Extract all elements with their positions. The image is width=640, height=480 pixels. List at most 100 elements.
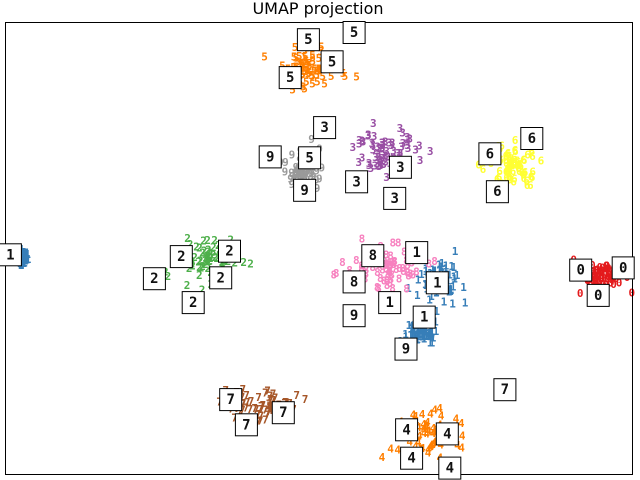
scatter-point: 1	[460, 281, 467, 294]
scatter-point: 6	[511, 155, 518, 168]
scatter-point: 1	[433, 305, 440, 318]
scatter-point: 3	[412, 144, 419, 157]
scatter-point: 8	[393, 263, 400, 276]
scatter-point: 4	[458, 442, 465, 455]
scatter-point: 1	[439, 257, 446, 270]
scatter-point: 0	[599, 262, 606, 275]
scatter-point: 8	[387, 273, 394, 286]
scatter-point: 6	[529, 171, 536, 184]
scatter-point: 1	[23, 249, 30, 262]
scatter-point: 8	[404, 259, 411, 272]
scatter-point: 1	[436, 259, 443, 272]
scatter-point: 8	[386, 259, 393, 272]
scatter-point: 7	[244, 396, 251, 409]
scatter-point: 6	[503, 172, 510, 185]
scatter-point: 1	[438, 261, 445, 274]
scatter-point: 1	[402, 330, 409, 343]
scatter-point: 1	[25, 253, 32, 266]
scatter-point: 2	[196, 242, 203, 255]
scatter-point: 4	[430, 427, 437, 440]
scatter-point: 4	[428, 440, 435, 453]
scatter-point: 1	[23, 250, 30, 263]
scatter-point: 6	[507, 157, 514, 170]
thumbnail-digit: 7	[226, 392, 234, 408]
scatter-point: 7	[253, 403, 260, 416]
scatter-point: 8	[389, 282, 396, 295]
scatter-point: 4	[425, 443, 432, 456]
scatter-point: 9	[313, 174, 320, 187]
scatter-point: 1	[405, 282, 412, 295]
thumbnail-digit: 6	[528, 131, 536, 147]
scatter-point: 3	[366, 159, 373, 172]
digit-thumbnail: 0	[569, 258, 593, 282]
scatter-point: 2	[213, 252, 220, 265]
scatter-point: 8	[383, 259, 390, 272]
scatter-point: 8	[385, 268, 392, 281]
scatter-point: 1	[448, 284, 455, 297]
scatter-point: 4	[431, 404, 438, 417]
scatter-point: 8	[383, 249, 390, 262]
digit-thumbnail: 8	[342, 270, 366, 294]
thumbnail-digit: 3	[320, 120, 328, 136]
thumbnail-digit: 0	[594, 288, 602, 304]
scatter-point: 6	[520, 169, 527, 182]
scatter-point: 2	[207, 252, 214, 265]
scatter-point: 9	[296, 164, 303, 177]
scatter-point: 6	[509, 159, 516, 172]
scatter-point: 9	[299, 169, 306, 182]
digit-thumbnail: 6	[485, 180, 509, 204]
scatter-point: 1	[19, 250, 26, 263]
scatter-point: 1	[420, 323, 427, 336]
scatter-point: 1	[20, 248, 27, 261]
scatter-point: 2	[196, 261, 203, 274]
thumbnail-digit: 5	[286, 70, 294, 86]
scatter-point: 6	[521, 154, 528, 167]
scatter-point: 3	[375, 148, 382, 161]
scatter-point: 6	[504, 162, 511, 175]
scatter-point: 3	[377, 154, 384, 167]
scatter-point: 1	[21, 256, 28, 269]
scatter-point: 4	[379, 451, 386, 464]
scatter-point: 1	[462, 297, 469, 310]
thumbnail-digit: 2	[177, 249, 185, 265]
scatter-point: 1	[422, 324, 429, 337]
scatter-point: 8	[384, 254, 391, 267]
thumbnail-digit: 8	[369, 248, 377, 264]
scatter-point: 5	[279, 59, 286, 72]
scatter-point: 9	[296, 167, 303, 180]
scatter-point: 2	[199, 284, 206, 297]
scatter-point: 7	[268, 402, 275, 415]
scatter-point: 6	[503, 166, 510, 179]
scatter-point: 6	[503, 154, 510, 167]
digit-thumbnail: 9	[293, 178, 317, 202]
scatter-point: 6	[496, 165, 503, 178]
scatter-point: 2	[196, 269, 203, 282]
scatter-point: 4	[438, 410, 445, 423]
scatter-point: 1	[427, 337, 434, 350]
scatter-point: 5	[301, 82, 308, 95]
scatter-point: 2	[197, 255, 204, 268]
scatter-point: 8	[401, 245, 408, 258]
scatter-point: 1	[418, 324, 425, 337]
digit-thumbnail: 4	[435, 422, 459, 446]
scatter-point: 3	[372, 151, 379, 164]
scatter-point: 7	[240, 397, 247, 410]
scatter-point: 6	[523, 174, 530, 187]
scatter-point: 6	[516, 165, 523, 178]
scatter-point: 1	[415, 274, 422, 287]
scatter-point: 9	[293, 168, 300, 181]
scatter-point: 1	[19, 247, 26, 260]
scatter-point: 9	[289, 148, 296, 161]
scatter-point: 7	[264, 385, 271, 398]
scatter-point: 1	[19, 252, 26, 265]
scatter-point: 1	[19, 250, 26, 263]
scatter-point: 5	[306, 67, 313, 80]
scatter-point: 5	[302, 53, 309, 66]
scatter-point: 1	[428, 327, 435, 340]
scatter-point: 1	[411, 329, 418, 342]
scatter-point: 8	[330, 269, 337, 282]
scatter-point: 6	[529, 150, 536, 163]
scatter-point: 1	[433, 325, 440, 338]
scatter-point: 1	[20, 251, 27, 264]
